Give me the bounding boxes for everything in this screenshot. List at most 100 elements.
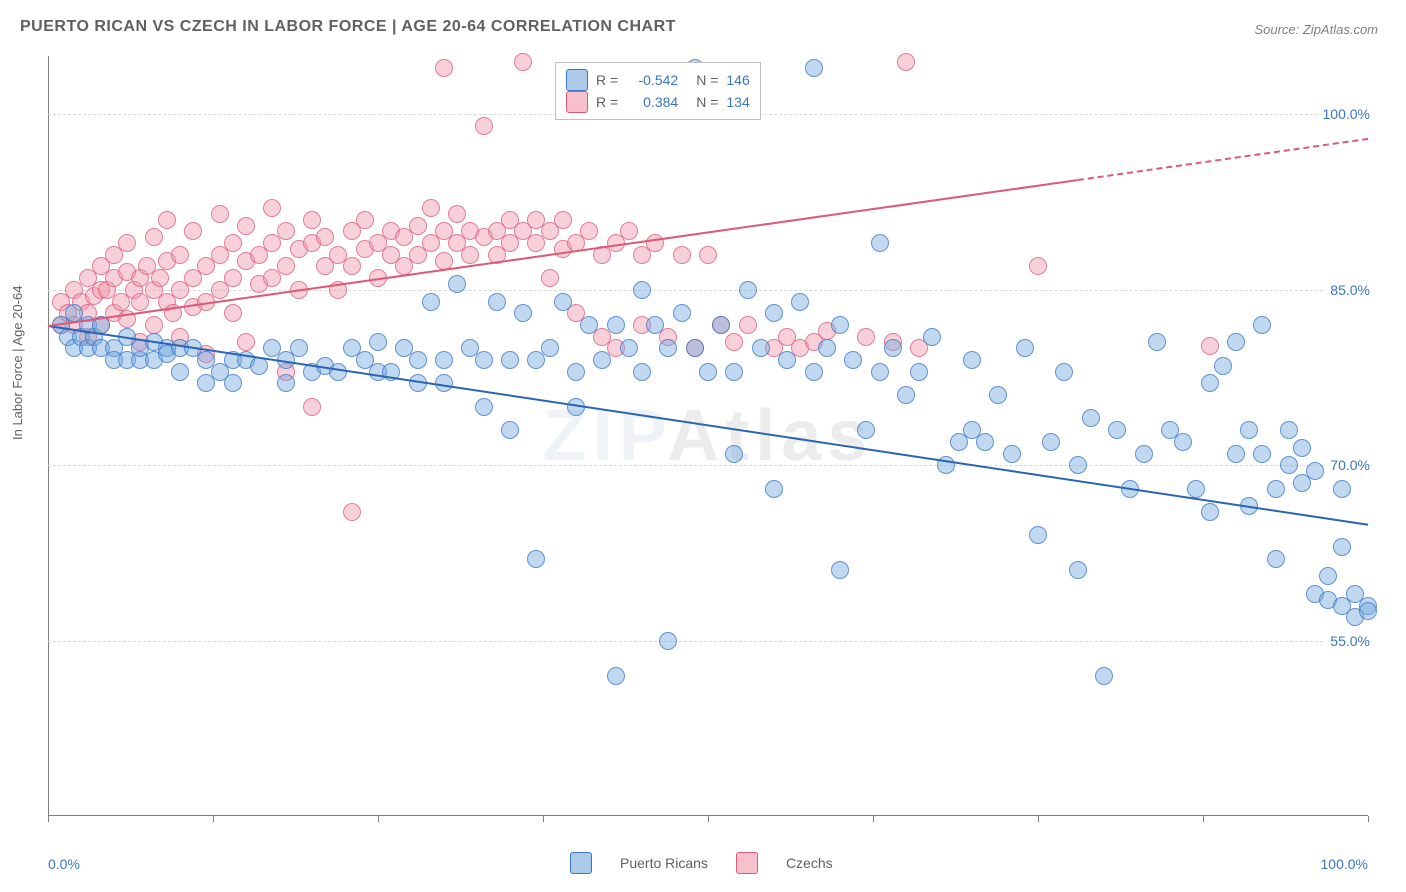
data-point (514, 53, 532, 71)
data-point (1029, 257, 1047, 275)
legend-bottom: Puerto Ricans Czechs (570, 852, 833, 874)
data-point (475, 351, 493, 369)
data-point (765, 304, 783, 322)
data-point (580, 316, 598, 334)
data-point (158, 211, 176, 229)
y-tick-label: 100.0% (1317, 106, 1370, 122)
data-point (1280, 456, 1298, 474)
data-point (567, 363, 585, 381)
y-axis-label: In Labor Force | Age 20-64 (10, 286, 25, 440)
data-point (593, 351, 611, 369)
data-point (1293, 439, 1311, 457)
data-point (831, 316, 849, 334)
y-tick-label: 55.0% (1324, 633, 1370, 649)
data-point (1187, 480, 1205, 498)
data-point (488, 293, 506, 311)
data-point (277, 374, 295, 392)
data-point (409, 217, 427, 235)
x-tick (1203, 816, 1204, 822)
data-point (211, 205, 229, 223)
data-point (1201, 337, 1219, 355)
data-point (145, 228, 163, 246)
data-point (277, 257, 295, 275)
data-point (897, 53, 915, 71)
data-point (620, 339, 638, 357)
data-point (910, 363, 928, 381)
data-point (303, 211, 321, 229)
data-point (501, 351, 519, 369)
x-min-label: 0.0% (48, 856, 80, 872)
correlation-legend: R =-0.542N =146R =0.384N =134 (555, 62, 761, 120)
gridline-h (48, 641, 1368, 642)
data-point (1333, 480, 1351, 498)
r-value: 0.384 (626, 91, 678, 113)
stat-label: N = (696, 69, 718, 91)
r-value: -0.542 (626, 69, 678, 91)
x-tick (1038, 816, 1039, 822)
y-axis-line (48, 56, 49, 816)
data-point (554, 211, 572, 229)
data-point (448, 205, 466, 223)
data-point (1280, 421, 1298, 439)
data-point (1253, 445, 1271, 463)
chart-area: ZIPAtlas 55.0%70.0%85.0%100.0% (48, 56, 1368, 816)
data-point (1227, 333, 1245, 351)
data-point (805, 59, 823, 77)
data-point (237, 217, 255, 235)
data-point (224, 374, 242, 392)
legend-series-label: Czechs (786, 855, 833, 871)
stat-label: R = (596, 69, 618, 91)
data-point (659, 632, 677, 650)
data-point (224, 269, 242, 287)
n-value: 146 (726, 69, 749, 91)
data-point (580, 222, 598, 240)
data-point (1069, 456, 1087, 474)
data-point (963, 351, 981, 369)
data-point (1095, 667, 1113, 685)
data-point (435, 59, 453, 77)
data-point (725, 333, 743, 351)
data-point (1227, 445, 1245, 463)
chart-title: PUERTO RICAN VS CZECH IN LABOR FORCE | A… (20, 18, 676, 36)
data-point (633, 281, 651, 299)
data-point (277, 222, 295, 240)
data-point (145, 316, 163, 334)
data-point (422, 199, 440, 217)
data-point (1319, 567, 1337, 585)
gridline-h (48, 290, 1368, 291)
data-point (1069, 561, 1087, 579)
data-point (316, 228, 334, 246)
data-point (1174, 433, 1192, 451)
x-tick (378, 816, 379, 822)
data-point (607, 316, 625, 334)
data-point (1253, 316, 1271, 334)
data-point (1201, 374, 1219, 392)
legend-series-label: Puerto Ricans (620, 855, 708, 871)
data-point (857, 328, 875, 346)
stat-label: R = (596, 91, 618, 113)
data-point (818, 339, 836, 357)
data-point (1333, 538, 1351, 556)
data-point (1108, 421, 1126, 439)
data-point (1359, 602, 1377, 620)
gridline-h (48, 465, 1368, 466)
data-point (1055, 363, 1073, 381)
data-point (831, 561, 849, 579)
legend-swatch-icon (570, 852, 592, 874)
x-tick (873, 816, 874, 822)
data-point (409, 351, 427, 369)
data-point (171, 246, 189, 264)
data-point (699, 246, 717, 264)
data-point (1306, 462, 1324, 480)
data-point (646, 234, 664, 252)
data-point (263, 199, 281, 217)
legend-swatch-icon (566, 91, 588, 113)
data-point (475, 398, 493, 416)
data-point (1135, 445, 1153, 463)
data-point (422, 293, 440, 311)
data-point (739, 281, 757, 299)
data-point (778, 351, 796, 369)
x-tick (213, 816, 214, 822)
data-point (871, 363, 889, 381)
data-point (1148, 333, 1166, 351)
